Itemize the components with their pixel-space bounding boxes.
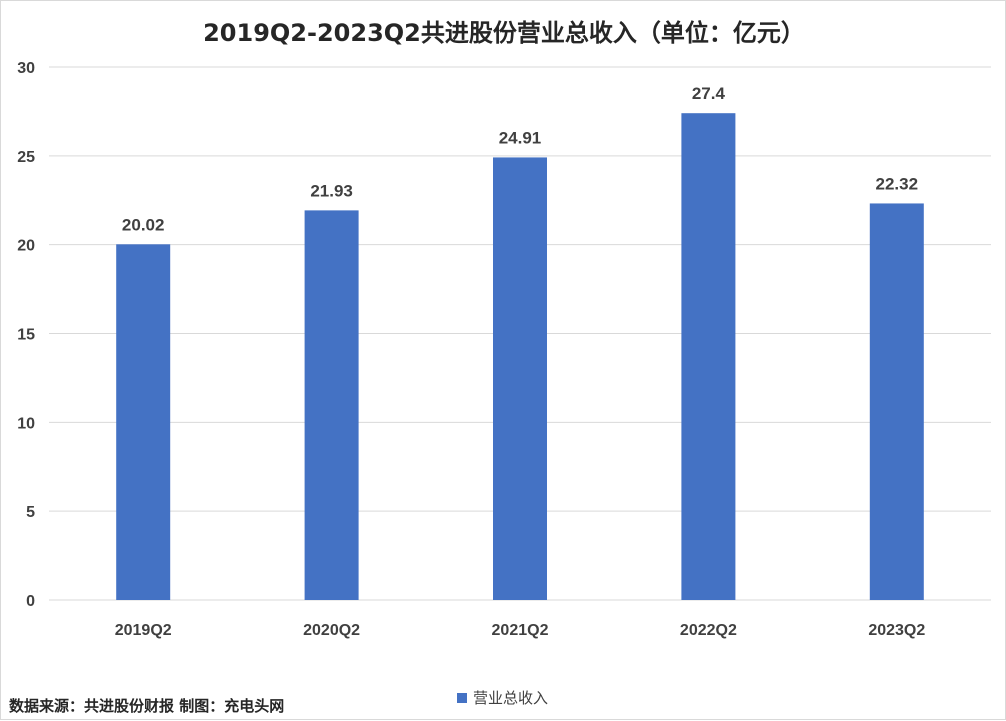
y-tick-label: 10 [17, 415, 35, 432]
x-tick-label: 2022Q2 [680, 622, 737, 639]
data-label: 27.4 [692, 84, 726, 103]
chart-title: 2019Q2-2023Q2共进股份营业总收入（单位：亿元） [203, 19, 805, 47]
bar [681, 113, 736, 601]
y-tick-label: 5 [26, 504, 35, 521]
legend: 营业总收入 [457, 687, 548, 708]
bar [304, 210, 359, 600]
bar [493, 157, 547, 601]
legend-swatch [457, 692, 467, 703]
x-tick-label: 2021Q2 [492, 622, 549, 639]
y-tick-label: 20 [17, 238, 35, 255]
bar [116, 244, 171, 600]
y-tick-label: 0 [26, 593, 35, 610]
data-label: 21.93 [310, 181, 353, 200]
x-tick-label: 2019Q2 [115, 622, 172, 639]
y-tick-label: 30 [17, 60, 35, 77]
source-note: 数据来源：共进股份财报 制图：充电头网 [9, 697, 285, 715]
data-label: 24.91 [499, 128, 542, 147]
bar [869, 203, 924, 600]
y-tick-label: 15 [17, 327, 35, 344]
legend-label: 营业总收入 [473, 689, 549, 707]
y-tick-label: 25 [17, 149, 35, 166]
x-tick-label: 2023Q2 [868, 622, 925, 639]
data-label: 20.02 [122, 215, 165, 234]
data-label: 22.32 [876, 174, 919, 193]
x-tick-label: 2020Q2 [303, 622, 360, 639]
